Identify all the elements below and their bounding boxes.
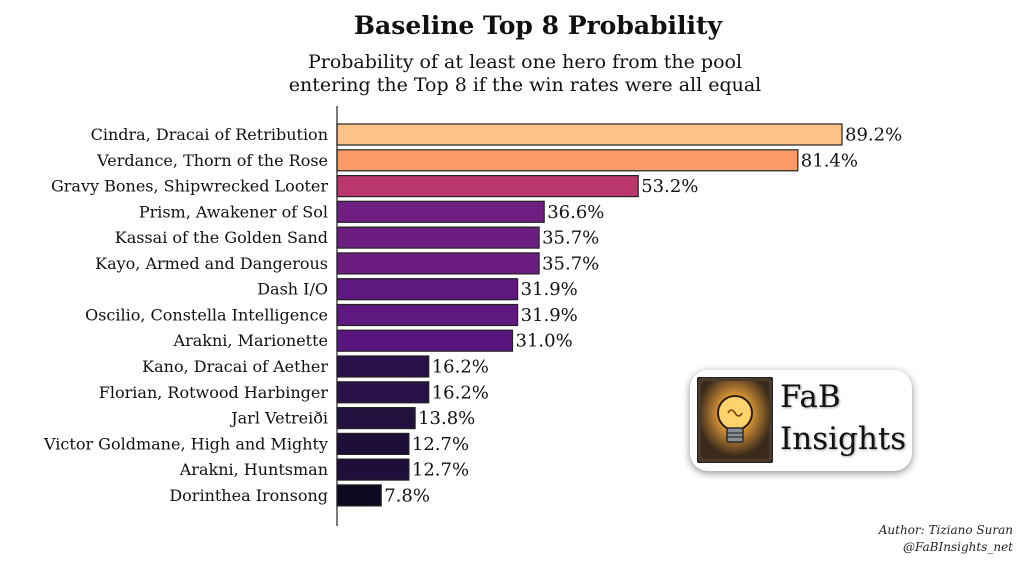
category-label: Prism, Awakener of Sol xyxy=(139,202,328,221)
bar xyxy=(336,226,540,249)
category-label: Dash I/O xyxy=(257,280,328,299)
bar xyxy=(336,484,382,507)
bar xyxy=(336,149,799,172)
bar xyxy=(336,200,545,223)
bar xyxy=(336,303,519,327)
value-label: 35.7% xyxy=(542,228,599,249)
bar xyxy=(336,381,430,404)
value-label: 31.9% xyxy=(521,279,578,300)
value-label: 53.2% xyxy=(641,176,698,197)
bar-group: Cindra, Dracai of Retribution 89.2% Verdan… xyxy=(43,123,902,507)
logo-text-line-2: Insights xyxy=(780,421,907,457)
chart-subtitle-line-1: Probability of at least one hero from th… xyxy=(308,51,742,73)
author-credit: Author: Tiziano Suran xyxy=(878,523,1013,537)
value-label: 31.0% xyxy=(516,331,573,352)
category-label: Arakni, Huntsman xyxy=(179,460,328,479)
category-label: Cindra, Dracai of Retribution xyxy=(91,125,328,144)
value-label: 89.2% xyxy=(845,125,902,146)
category-label: Victor Goldmane, High and Mighty xyxy=(43,434,328,453)
category-label: Florian, Rotwood Harbinger xyxy=(99,383,329,402)
value-label: 7.8% xyxy=(384,485,430,506)
chart-title: Baseline Top 8 Probability xyxy=(354,11,724,40)
bar xyxy=(336,329,514,352)
bar xyxy=(336,458,410,481)
value-label: 31.9% xyxy=(521,305,578,326)
bar xyxy=(336,407,416,430)
logo-text-line-1: FaB xyxy=(780,379,841,415)
bar xyxy=(336,123,843,146)
chart-subtitle-line-2: entering the Top 8 if the win rates were… xyxy=(289,74,762,96)
bar xyxy=(336,278,519,301)
logo-text: FaB Insights xyxy=(780,376,906,460)
bar xyxy=(336,175,639,198)
category-label: Oscilio, Constella Intelligence xyxy=(85,306,328,325)
category-label: Kano, Dracai of Aether xyxy=(142,357,328,376)
category-label: Kassai of the Golden Sand xyxy=(115,228,328,247)
bar xyxy=(336,355,430,378)
bar xyxy=(336,432,410,455)
category-label: Arakni, Marionette xyxy=(173,331,328,350)
lightbulb-icon xyxy=(697,377,773,463)
category-label: Kayo, Armed and Dangerous xyxy=(95,254,328,273)
value-label: 36.6% xyxy=(547,202,604,223)
category-label: Dorinthea Ironsong xyxy=(169,486,328,505)
logo-badge: FaB Insights xyxy=(690,370,912,471)
category-label: Gravy Bones, Shipwrecked Looter xyxy=(51,177,328,196)
value-label: 12.7% xyxy=(412,460,469,481)
value-label: 16.2% xyxy=(432,382,489,403)
value-label: 13.8% xyxy=(418,408,475,429)
value-label: 81.4% xyxy=(801,150,858,171)
value-label: 35.7% xyxy=(542,253,599,274)
author-handle: @FaBInsights_net xyxy=(903,540,1013,554)
bar xyxy=(336,252,540,275)
category-label: Verdance, Thorn of the Rose xyxy=(96,151,328,170)
value-label: 12.7% xyxy=(412,434,469,455)
value-label: 16.2% xyxy=(432,357,489,378)
category-label: Jarl Vetreiði xyxy=(229,409,328,428)
